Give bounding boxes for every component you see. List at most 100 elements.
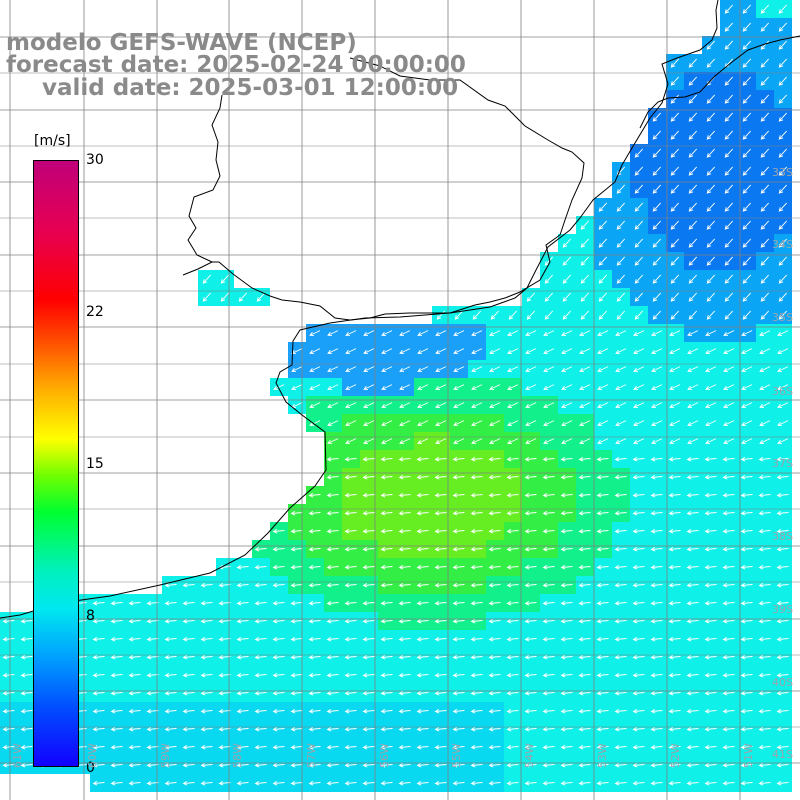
wind-arrow — [560, 456, 573, 462]
wind-arrow — [182, 636, 195, 642]
wind-arrow — [290, 744, 303, 750]
wind-arrow — [470, 474, 483, 480]
wind-arrow — [182, 690, 195, 696]
wind-arrow — [740, 654, 753, 660]
wind-arrow — [524, 654, 537, 660]
wind-arrow — [182, 726, 195, 732]
wind-arrow — [200, 708, 213, 714]
wind-arrow — [687, 402, 699, 409]
wind-arrow — [308, 708, 321, 714]
wind-arrow — [598, 274, 608, 284]
wind-arrow — [381, 384, 393, 391]
wind-arrow — [363, 348, 375, 355]
wind-arrow — [398, 546, 411, 552]
wind-arrow — [200, 762, 213, 768]
wind-arrow — [722, 564, 735, 570]
wind-arrow — [524, 528, 537, 534]
wind-arrow — [434, 474, 447, 480]
wind-arrow — [542, 744, 555, 750]
wind-arrow — [92, 654, 105, 660]
wind-arrow — [525, 366, 537, 373]
wind-arrow — [290, 690, 303, 696]
wind-arrow — [724, 292, 734, 302]
wind-arrow — [326, 672, 339, 678]
wind-arrow — [470, 528, 483, 534]
wind-arrow — [724, 76, 734, 86]
wind-arrow — [760, 148, 770, 158]
wind-arrow — [434, 708, 447, 714]
wind-arrow — [579, 384, 591, 391]
wind-arrow — [778, 94, 788, 104]
wind-arrow — [740, 564, 753, 570]
wind-arrow — [776, 546, 789, 552]
wind-arrow — [416, 474, 429, 480]
wind-arrow — [507, 384, 519, 391]
wind-arrow — [579, 330, 591, 337]
wind-arrow — [670, 202, 680, 212]
wind-arrow — [670, 130, 680, 140]
wind-arrow — [616, 292, 626, 302]
lon-label: 56W — [378, 743, 391, 768]
wind-arrow — [578, 528, 591, 534]
wind-arrow — [760, 94, 770, 104]
wind-arrow — [688, 130, 698, 140]
wind-arrow — [254, 582, 267, 588]
wind-arrow — [670, 292, 680, 302]
wind-arrow — [417, 402, 429, 409]
wind-arrow — [704, 654, 717, 660]
wind-arrow — [634, 202, 644, 212]
wind-arrow — [723, 438, 735, 445]
wind-arrow — [741, 330, 753, 337]
wind-arrow — [254, 690, 267, 696]
wind-arrow — [488, 492, 501, 498]
wind-arrow — [417, 330, 429, 337]
wind-arrow — [579, 348, 591, 355]
wind-arrow — [669, 366, 681, 373]
wind-arrow — [2, 744, 15, 750]
wind-arrow — [740, 618, 753, 624]
wind-arrow — [722, 528, 735, 534]
wind-arrow — [290, 762, 303, 768]
wind-arrow — [344, 726, 357, 732]
wind-arrow — [598, 256, 608, 266]
wind-arrow — [453, 348, 465, 355]
wind-arrow — [669, 384, 681, 391]
wind-arrow — [164, 690, 177, 696]
wind-vector-field — [2, 4, 789, 786]
wind-arrow — [614, 600, 627, 606]
wind-arrow — [128, 708, 141, 714]
wind-arrow — [471, 402, 483, 409]
wind-arrow — [740, 726, 753, 732]
wind-arrow — [488, 726, 501, 732]
wind-arrow — [182, 582, 195, 588]
wind-arrow — [776, 618, 789, 624]
wind-arrow — [632, 636, 645, 642]
wind-arrow — [652, 184, 662, 194]
wind-arrow — [578, 726, 591, 732]
wind-arrow — [200, 654, 213, 660]
wind-arrow — [561, 348, 573, 355]
wind-arrow — [452, 726, 465, 732]
wind-arrow — [778, 40, 788, 50]
wind-arrow — [326, 564, 339, 570]
wind-arrow — [580, 274, 590, 284]
wind-arrow — [363, 420, 375, 427]
wind-arrow — [596, 744, 609, 750]
wind-arrow — [344, 618, 357, 624]
wind-arrow — [668, 618, 681, 624]
wind-arrow — [634, 310, 644, 320]
wind-arrow — [722, 744, 735, 750]
wind-arrow — [760, 292, 770, 302]
wind-arrow — [742, 184, 752, 194]
wind-arrow — [650, 762, 663, 768]
wind-arrow — [454, 310, 464, 320]
wind-arrow — [650, 780, 663, 786]
wind-arrow — [704, 672, 717, 678]
wind-arrow — [722, 690, 735, 696]
wind-arrow — [688, 310, 698, 320]
wind-arrow — [525, 420, 537, 427]
wind-arrow — [543, 348, 555, 355]
wind-arrow — [722, 636, 735, 642]
wind-arrow — [524, 618, 537, 624]
